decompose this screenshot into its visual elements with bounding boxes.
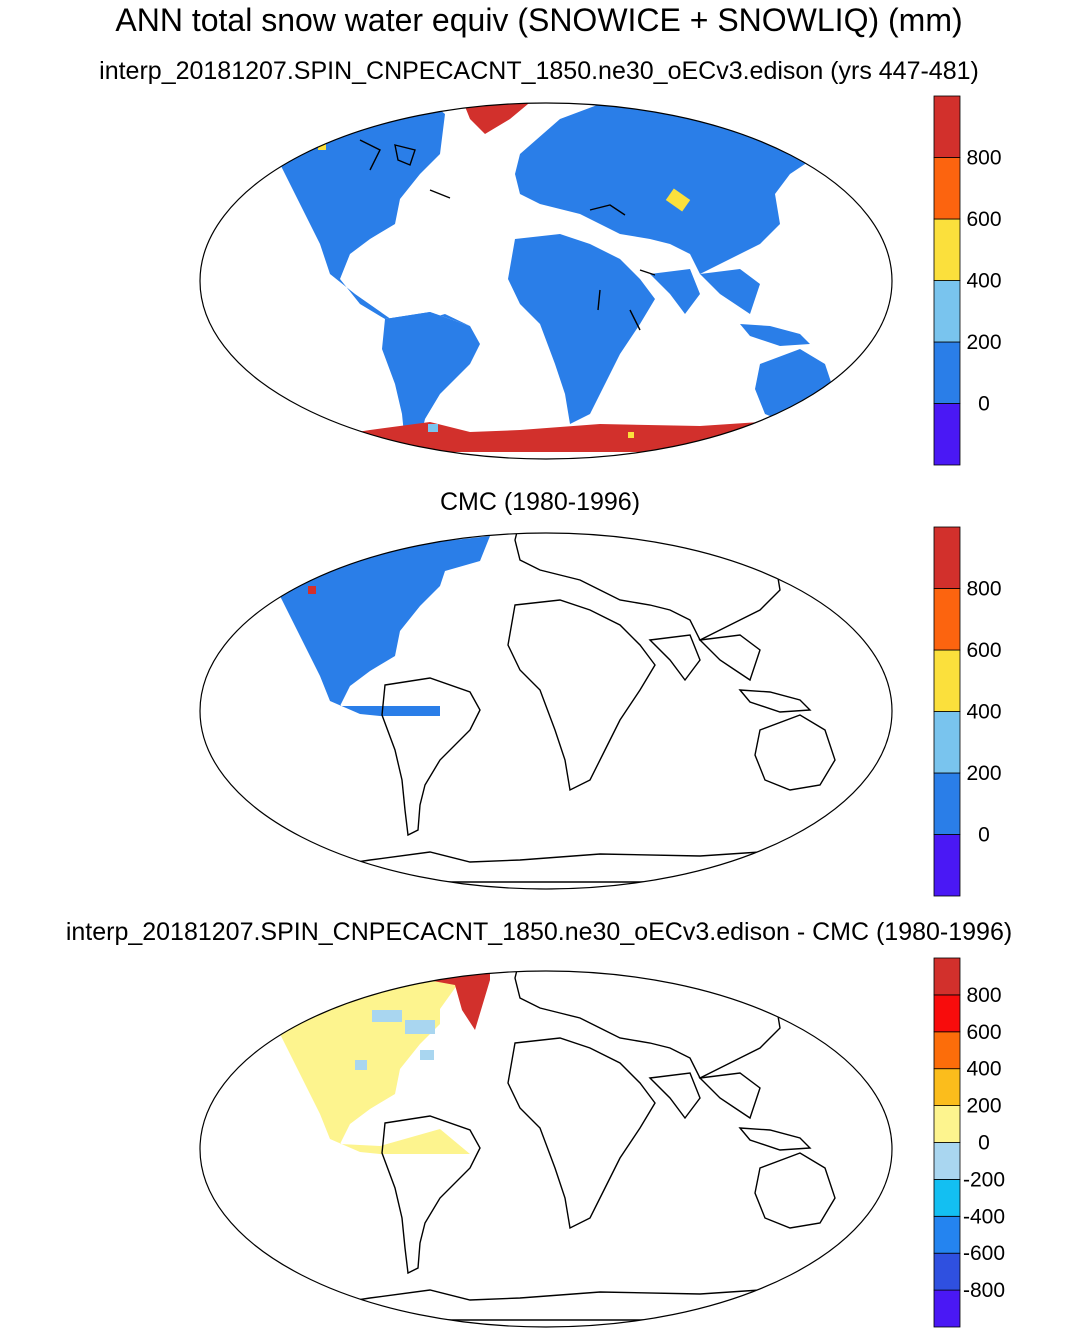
colorbar-tick-label: 0 (978, 393, 990, 416)
colorbar-swatch (933, 280, 961, 343)
figure-title: ANN total snow water equiv (SNOWICE + SN… (115, 2, 963, 38)
colorbar-2: 0 200 400 600 800 (933, 526, 1002, 897)
map-2-coastlines (381, 533, 836, 836)
colorbar-swatch (933, 1252, 961, 1291)
colorbar-tick-label: 800 (966, 578, 1001, 601)
colorbar-swatch (933, 834, 961, 897)
map-1-coastlines (359, 139, 656, 331)
colorbar-tick-label: -600 (963, 1242, 1005, 1265)
colorbar-swatch (933, 649, 961, 712)
colorbar-swatch (933, 772, 961, 835)
panel-1-title: interp_20181207.SPIN_CNPECACNT_1850.ne30… (99, 57, 979, 85)
colorbar-swatch (933, 526, 961, 589)
map-panel-2 (199, 532, 893, 890)
map-2-border (199, 532, 893, 890)
colorbar-swatch (933, 1289, 961, 1328)
map-3-greenland-fill (400, 971, 490, 1030)
colorbar-tick-label: 200 (966, 331, 1001, 354)
colorbar-swatch (933, 341, 961, 404)
colorbar-tick-label: 0 (978, 1132, 990, 1155)
colorbar-swatch (933, 1105, 961, 1143)
map-panel-3 (199, 970, 893, 1328)
colorbar-swatch (933, 1068, 961, 1106)
map-3-positive-fill (240, 971, 470, 1154)
colorbar-tick-label: -400 (963, 1205, 1005, 1228)
colorbar-swatch (933, 1031, 961, 1070)
colorbar-swatch (933, 1179, 961, 1217)
colorbar-swatch (933, 957, 961, 996)
map-3-border (199, 970, 893, 1328)
map-1-land-fill (240, 103, 835, 459)
colorbar-tick-label: 600 (966, 208, 1001, 231)
colorbar-tick-label: 0 (978, 824, 990, 847)
colorbar-swatch (933, 994, 961, 1033)
colorbar-swatch (933, 218, 961, 281)
map-3-coastlines (381, 971, 836, 1274)
map-1-border (199, 102, 893, 460)
colorbar-tick-label: 200 (966, 762, 1001, 785)
colorbar-tick-label: 400 (966, 270, 1001, 293)
colorbar-tick-label: 800 (966, 147, 1001, 170)
colorbar-swatch (933, 1215, 961, 1254)
colorbar-tick-label: -800 (963, 1279, 1005, 1302)
colorbar-tick-label: -200 (963, 1168, 1005, 1191)
panel-3-title: interp_20181207.SPIN_CNPECACNT_1850.ne30… (65, 918, 1013, 946)
colorbar-3: -800 -600 -400 -200 0 200 400 600 800 (933, 957, 1005, 1328)
panel-2-title: CMC (1980-1996) (439, 488, 641, 516)
colorbar-tick-label: 400 (966, 701, 1001, 724)
colorbar-swatch (933, 95, 961, 158)
colorbar-swatch (933, 588, 961, 651)
colorbar-swatch (933, 1142, 961, 1180)
colorbar-1: 0 200 400 600 800 (933, 95, 1002, 466)
colorbar-swatch (933, 157, 961, 220)
map-3-negative-fill (355, 1010, 435, 1070)
colorbar-tick-label: 800 (966, 984, 1001, 1007)
colorbar-swatch (933, 403, 961, 466)
colorbar-tick-label: 600 (966, 1021, 1001, 1044)
colorbar-tick-label: 600 (966, 639, 1001, 662)
colorbar-swatch (933, 711, 961, 774)
colorbar-tick-label: 400 (966, 1058, 1001, 1081)
colorbar-tick-label: 200 (966, 1095, 1001, 1118)
map-panel-1 (199, 102, 893, 460)
